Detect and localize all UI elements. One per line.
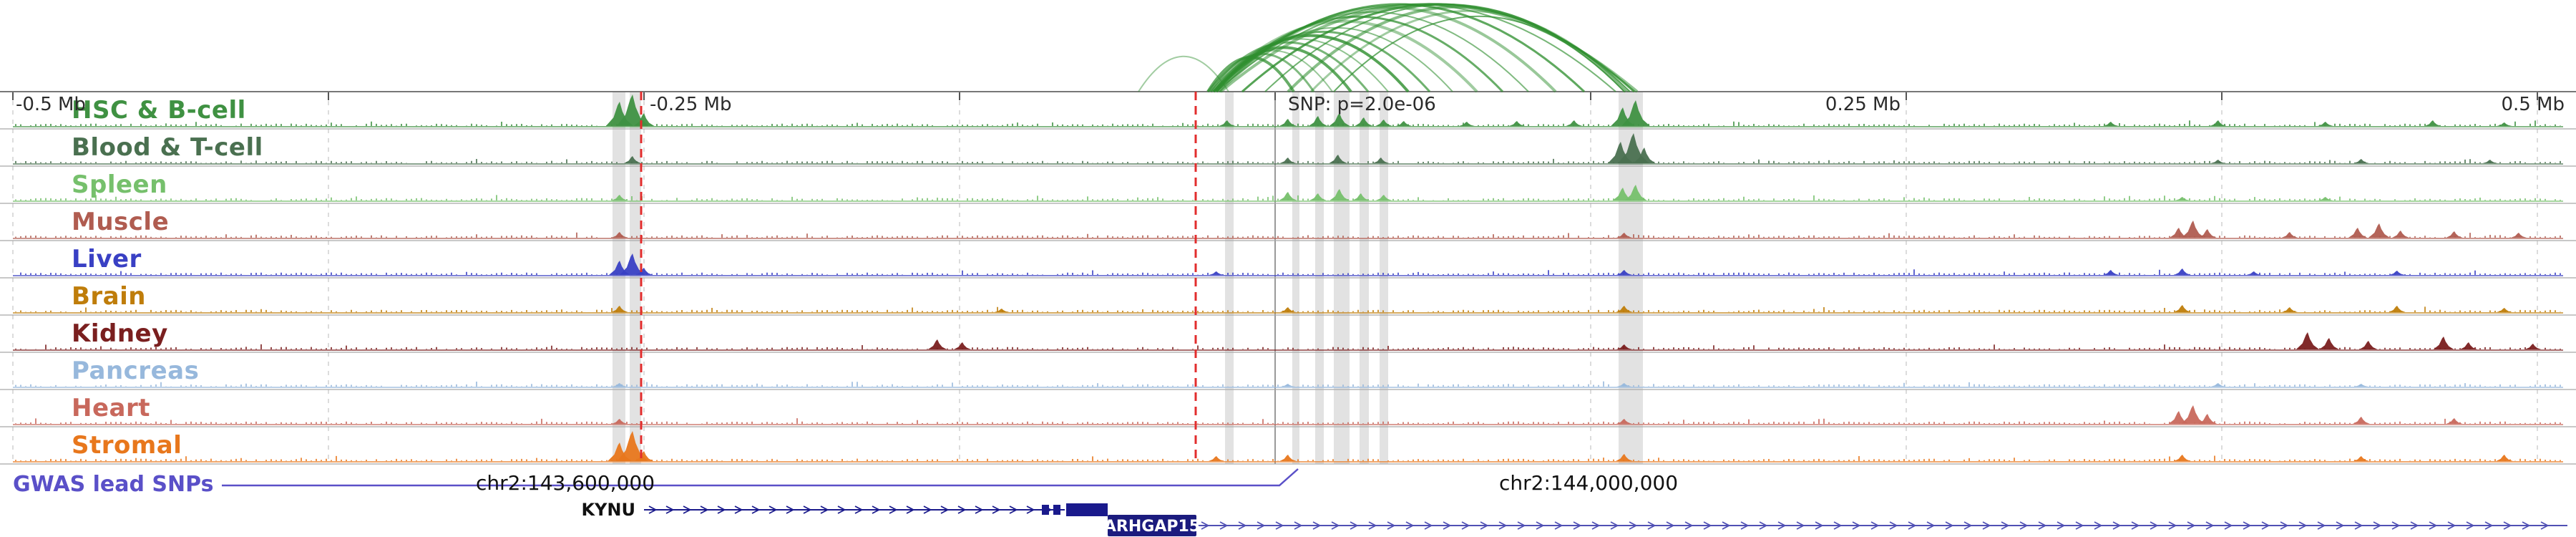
track-signal-hsc-b-cell <box>13 95 2563 127</box>
track-signal-liver <box>13 253 2563 276</box>
interaction-arc <box>1333 15 1625 92</box>
gwas-snp-line <box>222 468 1299 487</box>
track-signal-kidney <box>13 332 2563 351</box>
track-signal-pancreas <box>13 381 2563 388</box>
track-signal-blood-t-cell <box>13 133 2563 165</box>
interaction-arc <box>1212 15 1504 93</box>
gene-label-kynu: KYNU <box>581 500 635 520</box>
gene-label-arhgap15: ARHGAP15 <box>1104 518 1200 536</box>
gene-kynu-exon <box>1066 503 1108 516</box>
track-signal-stromal <box>13 431 2563 463</box>
chromatin-interaction-arcs <box>1138 3 1639 93</box>
track-signal-muscle <box>13 221 2563 239</box>
interaction-arc <box>1209 19 1478 93</box>
interaction-arc <box>1213 49 1333 92</box>
track-separators <box>0 91 2576 465</box>
track-signal-brain <box>13 305 2563 314</box>
track-signal-heart <box>13 405 2563 425</box>
gene-arhgap15[interactable]: ARHGAP15 <box>1104 515 2567 536</box>
track-signal-spleen <box>13 185 2563 202</box>
interaction-arc <box>1206 41 1370 92</box>
gene-kynu[interactable]: KYNU <box>581 500 1108 520</box>
gene-arhgap15-box[interactable] <box>1108 515 1196 536</box>
interaction-arc <box>1309 9 1630 93</box>
